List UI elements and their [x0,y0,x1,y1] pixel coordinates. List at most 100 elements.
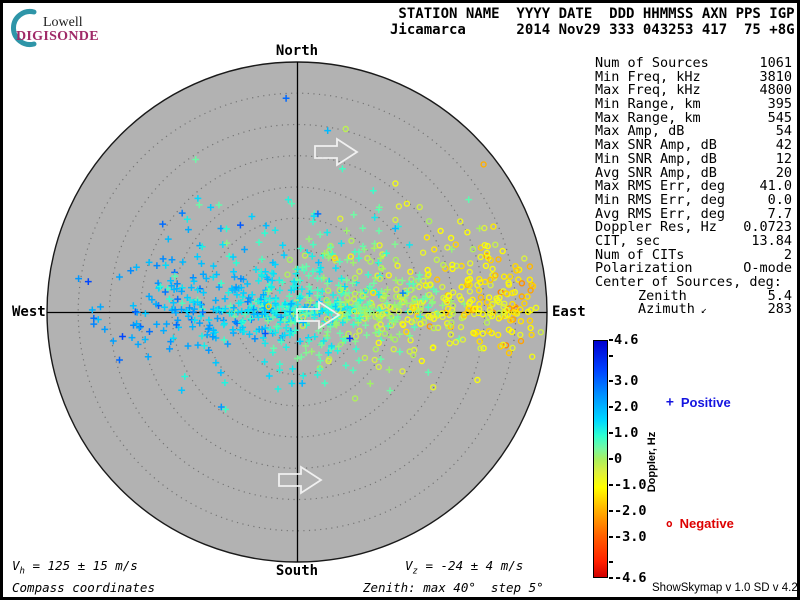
zenith-scale-note: Zenith: max 40° step 5° [363,580,544,595]
scatter-point [196,319,204,327]
stat-value: 4800 [759,82,792,99]
scatter-point [507,317,514,324]
scatter-point [287,319,295,327]
scatter-point [444,244,451,251]
scatter-point [513,267,520,274]
scatter-point [355,305,363,312]
scatter-point [489,265,496,273]
scatter-point [447,234,455,242]
scatter-point [101,326,109,333]
scatter-point [464,229,471,236]
east-arrow-icon [314,137,359,167]
scatter-point [497,343,504,350]
scatter-point [270,270,277,278]
stat-label: Max SNR Amp, dB [595,137,717,154]
scatter-point [392,276,400,284]
scatter-point [516,266,523,273]
scatter-point [97,303,104,311]
stat-value: O-mode [743,260,792,277]
scatter-point [255,313,262,321]
scatter-point [144,353,152,361]
scatter-point [215,283,223,291]
scatter-point [245,294,253,302]
scatter-point [200,289,207,296]
stat-label: Zenith [638,287,687,304]
scatter-point [237,299,245,306]
scatter-point [264,317,272,325]
scatter-point [390,346,397,353]
scatter-point [206,322,214,329]
scatter-point [279,241,287,249]
scatter-point [442,296,449,303]
scatter-point [306,290,313,297]
scatter-point [411,296,418,303]
scatter-point [170,334,177,342]
scatter-point [222,406,229,413]
scatter-point [487,310,494,317]
scatter-point [276,287,284,294]
scatter-point [372,329,379,337]
scatter-point [297,353,305,361]
scatter-point [367,258,374,265]
colorbar-tick-mark [609,406,613,409]
scatter-point [396,348,404,356]
scatter-point [161,288,169,296]
scatter-point [321,250,328,257]
scatter-point [375,339,382,346]
coordinates-note: Compass coordinates [12,580,155,595]
scatter-point [400,321,407,329]
scatter-point [375,328,383,336]
scatter-point [379,311,386,318]
scatter-point [245,307,252,315]
scatter-point [517,306,524,313]
scatter-point [492,272,499,279]
scatter-point [316,365,324,373]
stat-row: Azimuth ↙ 283 [595,303,792,317]
scatter-point [526,317,534,324]
scatter-point [296,338,304,345]
scatter-point [308,252,316,260]
legend-negative-label: Negative [679,516,734,531]
scatter-point [440,261,447,269]
scatter-point [220,321,228,329]
scatter-point [258,255,266,263]
scatter-point [396,330,403,338]
scatter-point [217,369,225,377]
scatter-point [481,278,489,286]
scatter-point [323,316,331,323]
scatter-point [301,252,309,259]
scatter-point [170,299,177,307]
scatter-point [303,293,311,301]
scatter-point [294,313,302,321]
scatter-point [128,334,136,341]
stat-row: Max Freq, kHz 4800 [595,84,792,98]
colorbar-tick-label: -2.0 [614,502,647,519]
scatter-point [294,265,302,273]
scatter-point [280,251,288,259]
scatter-point [338,275,345,282]
scatter-point [419,295,427,303]
scatter-point [351,248,359,256]
scatter-point [399,289,407,297]
scatter-point [241,311,249,318]
scatter-point [476,300,483,308]
scatter-point [209,273,217,281]
scatter-point [223,225,230,233]
scatter-point [342,362,350,369]
scatter-point [166,295,173,303]
scatter-point [448,319,455,326]
scatter-point [134,341,142,348]
scatter-point [260,291,267,299]
scatter-point [477,345,484,352]
scatter-point [148,296,156,304]
scatter-point [273,323,280,330]
scatter-point [485,328,493,335]
scatter-point [452,339,459,346]
scatter-point [503,290,510,297]
scatter-point [219,241,227,248]
scatter-point [262,310,269,317]
scatter-point [210,326,217,334]
scatter-point [302,342,309,350]
scatter-point [210,262,217,270]
